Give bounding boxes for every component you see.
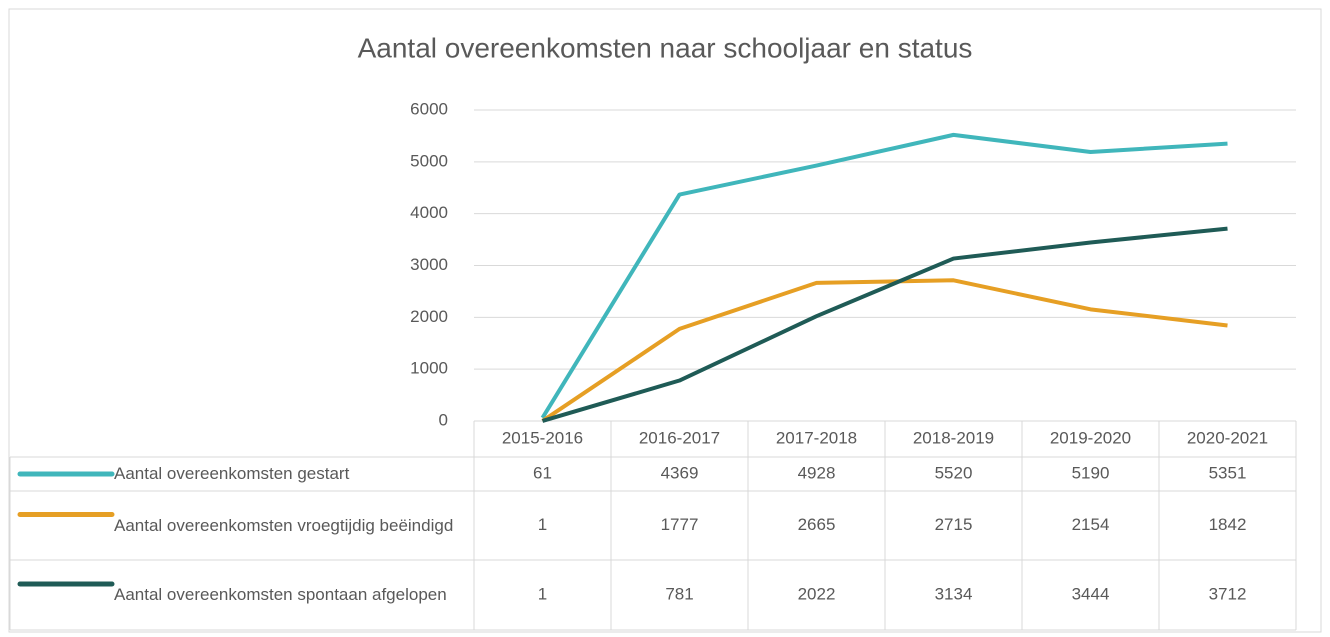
legend-label-box: Aantal overeenkomsten gestart (114, 464, 350, 483)
table-value: 2154 (1072, 515, 1110, 534)
table-value: 3134 (935, 584, 973, 603)
table-value: 1 (538, 515, 547, 534)
y-tick-label: 3000 (410, 255, 448, 274)
legend-label: Aantal overeenkomsten vroegtijdig beëind… (114, 515, 454, 535)
table-value: 4928 (798, 463, 836, 482)
x-tick-label: 2020-2021 (1187, 428, 1268, 447)
y-tick-label: 5000 (410, 151, 448, 170)
y-tick-label: 2000 (410, 307, 448, 326)
table-value: 1777 (661, 515, 699, 534)
x-tick-label: 2018-2019 (913, 428, 994, 447)
legend-label: Aantal overeenkomsten spontaan afgelopen (114, 585, 447, 604)
table-value: 1 (538, 584, 547, 603)
legend-label-box: Aantal overeenkomsten spontaan afgelopen (114, 585, 447, 604)
legend-label-box: Aantal overeenkomsten vroegtijdig beëind… (114, 515, 454, 535)
x-tick-label: 2015-2016 (502, 428, 583, 447)
table-value: 781 (665, 584, 693, 603)
table-value: 2665 (798, 515, 836, 534)
table-value: 5190 (1072, 463, 1110, 482)
table-value: 5351 (1209, 463, 1247, 482)
series-line (541, 226, 1228, 423)
y-tick-label: 6000 (410, 99, 448, 118)
table-value: 2715 (935, 515, 973, 534)
table-value: 61 (533, 463, 552, 482)
series-line (541, 278, 1228, 423)
table-value: 3444 (1072, 584, 1110, 603)
x-tick-label: 2016-2017 (639, 428, 720, 447)
table-value: 4369 (661, 463, 699, 482)
table-value: 2022 (798, 584, 836, 603)
table-value: 1842 (1209, 515, 1247, 534)
legend-label: Aantal overeenkomsten gestart (114, 464, 350, 483)
table-value: 3712 (1209, 584, 1247, 603)
chart-border (8, 8, 1322, 633)
y-tick-label: 4000 (410, 203, 448, 222)
chart-title: Aantal overeenkomsten naar schooljaar en… (358, 32, 973, 63)
x-tick-label: 2017-2018 (776, 428, 857, 447)
y-tick-label: 1000 (410, 359, 448, 378)
table-value: 5520 (935, 463, 973, 482)
x-tick-label: 2019-2020 (1050, 428, 1131, 447)
y-tick-label: 0 (439, 410, 448, 429)
series-line (540, 132, 1228, 419)
